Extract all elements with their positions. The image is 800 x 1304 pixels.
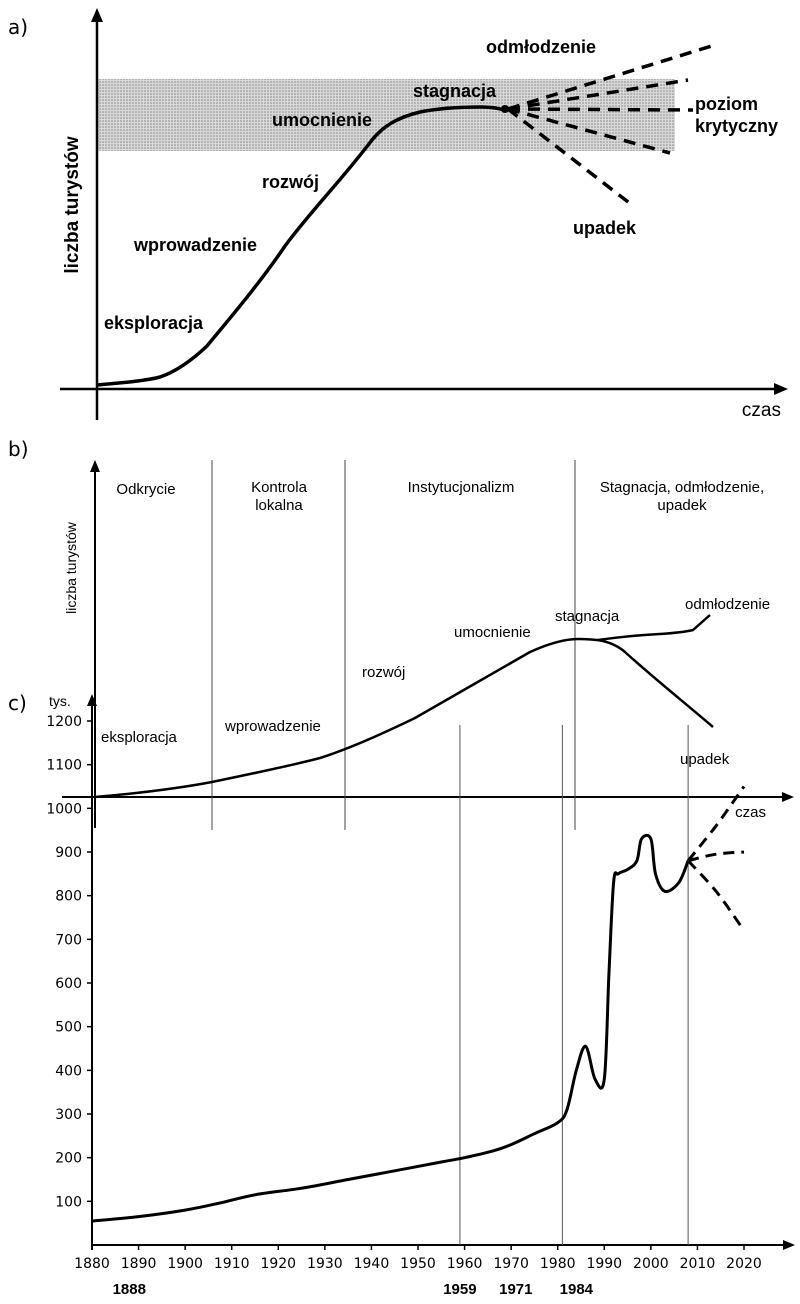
- stage-label: umocnienie: [454, 624, 531, 641]
- panel-b-label: b): [8, 437, 29, 461]
- phase-label: Kontrola lokalna: [251, 479, 308, 514]
- scenario-lines-a: [506, 42, 719, 207]
- panel-c: c) tys. 10020030040050060070080090010001…: [8, 691, 795, 1298]
- stage-label: upadek: [573, 218, 637, 238]
- visitor-count-line: [91, 833, 690, 1223]
- y-tick-label: 900: [55, 845, 82, 861]
- y-axis-b-label: liczba turystów: [63, 521, 79, 614]
- scenario-slight-decline-line: [507, 107, 671, 155]
- marked-year-label: 1984: [560, 1281, 594, 1298]
- scenario-stable-line: [507, 107, 694, 112]
- lifecycle-curve-a: [96, 105, 505, 387]
- y-tick-label: 300: [55, 1107, 82, 1123]
- visitor-series: [91, 785, 746, 1223]
- stage-label: odmłodzenie: [486, 37, 596, 57]
- panel-b: b) liczba turystów czas Odkrycie Kontrol…: [8, 437, 794, 830]
- y-ticks: 100 200 300 400 500 600 700 800 900 1000 1100 1200: [46, 714, 92, 1210]
- phase-label: Stagnacja, odmłodzenie, upadek: [600, 479, 764, 514]
- y-axis-a-label: liczba turystów: [62, 136, 83, 273]
- x-tick-label: 1960: [447, 1256, 483, 1272]
- y-tick-label: 200: [55, 1151, 82, 1167]
- forecast-line: [686, 859, 746, 932]
- x-ticks: 1880 1890 1900 1910 1920 1930 1940 1950 1960 1970…: [74, 1245, 762, 1272]
- x-tick-label: 1980: [540, 1256, 576, 1272]
- stage-label: umocnienie: [272, 110, 372, 130]
- y-axis-a-arrow: [91, 8, 103, 22]
- stage-label: eksploracja: [101, 729, 178, 746]
- stage-label: upadek: [680, 751, 730, 768]
- stage-label: stagnacja: [555, 608, 620, 625]
- stage-label: stagnacja: [413, 81, 497, 101]
- lifecycle-curve-b: [94, 637, 606, 799]
- decline-branch: [597, 638, 714, 728]
- y-tick-label: 600: [55, 976, 82, 992]
- y-tick-label: 1000: [46, 801, 82, 817]
- y-axis-b-arrow: [90, 460, 100, 472]
- scenario-rejuvenation-line: [507, 42, 719, 111]
- stage-label: rozwój: [262, 172, 319, 192]
- stage-label: eksploracja: [104, 313, 204, 333]
- x-tick-label: 1910: [214, 1256, 250, 1272]
- phase-label: Instytucjonalizm: [408, 479, 515, 496]
- y-axis-c-arrow: [87, 694, 97, 706]
- x-tick-label: 1990: [586, 1256, 622, 1272]
- x-tick-label: 2010: [680, 1256, 716, 1272]
- x-tick-label: 1970: [493, 1256, 529, 1272]
- y-tick-label: 400: [55, 1063, 82, 1079]
- x-axis-b-label: czas: [735, 804, 766, 821]
- marked-years: 1888 1959 1971 1984: [113, 1281, 594, 1298]
- y-tick-label: 100: [55, 1194, 82, 1210]
- panel-a: a) liczba turystów czas eksploracja wpro…: [8, 8, 788, 421]
- marked-year-label: 1971: [499, 1281, 532, 1298]
- scenario-decline-line: [506, 107, 634, 207]
- forecast-line: [686, 785, 746, 862]
- x-tick-label: 1920: [260, 1256, 296, 1272]
- stage-label: rozwój: [362, 664, 405, 681]
- stage-label: wprowadzenie: [133, 235, 257, 255]
- x-axis-b-arrow: [782, 792, 794, 802]
- panel-a-label: a): [8, 15, 28, 39]
- x-axis-a-arrow: [774, 383, 788, 395]
- stage-label: wprowadzenie: [224, 718, 321, 735]
- y-tick-label: 1100: [46, 758, 82, 774]
- x-tick-label: 1930: [307, 1256, 343, 1272]
- stage-label: odmłodzenie: [685, 596, 770, 613]
- rejuvenation-branch: [597, 614, 711, 642]
- x-tick-label: 1950: [400, 1256, 436, 1272]
- x-tick-label: 1880: [74, 1256, 110, 1272]
- marked-year-label: 1888: [113, 1281, 146, 1298]
- critical-level-label: poziom krytyczny: [695, 94, 778, 136]
- y-tick-label: 800: [55, 889, 82, 905]
- phase-label: Odkrycie: [116, 481, 175, 498]
- x-axis-a-label: czas: [742, 400, 781, 421]
- x-axis-c-arrow: [783, 1240, 795, 1250]
- branch-point-a: [501, 105, 509, 113]
- x-tick-label: 2020: [726, 1256, 762, 1272]
- marked-year-label: 1959: [443, 1281, 476, 1298]
- y-tick-label: 1200: [46, 714, 82, 730]
- x-tick-label: 1890: [121, 1256, 157, 1272]
- x-tick-label: 2000: [633, 1256, 669, 1272]
- vertical-markers: [459, 725, 689, 1245]
- x-tick-label: 1900: [167, 1256, 203, 1272]
- scenario-growth-line: [507, 78, 689, 111]
- y-unit-label: tys.: [49, 693, 71, 709]
- panel-c-label: c): [8, 691, 27, 715]
- critical-level-band: [97, 79, 675, 151]
- y-tick-label: 500: [55, 1020, 82, 1036]
- forecast-line: [687, 850, 745, 863]
- x-tick-label: 1940: [354, 1256, 390, 1272]
- y-tick-label: 700: [55, 932, 82, 948]
